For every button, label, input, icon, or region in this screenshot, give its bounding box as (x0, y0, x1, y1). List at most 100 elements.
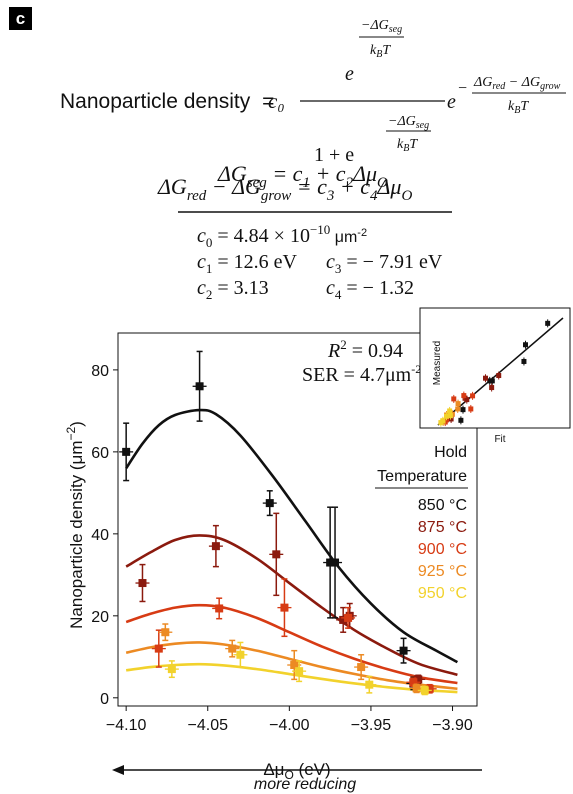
inset-point (523, 342, 528, 348)
data-point (414, 675, 423, 684)
x-tick-label: −3.90 (432, 717, 473, 734)
inset-point (451, 396, 457, 402)
x-tick-label: −4.10 (106, 717, 147, 734)
data-point (290, 661, 299, 670)
data-point (154, 644, 163, 653)
legend: Hold Temperature 850 °C 875 °C 900 °C 925 °… (375, 444, 468, 602)
data-point (339, 615, 348, 624)
equation-lhs: Nanoparticle density (60, 90, 251, 113)
data-point (161, 628, 170, 637)
inset-point (521, 358, 527, 364)
inset-point (487, 378, 493, 384)
x-axis: −4.10 −4.05 −4.00 −3.95 −3.90 (106, 706, 473, 734)
const-c4: c4 = − 1.32 (326, 277, 414, 300)
fit-curve-3 (125, 641, 458, 691)
y-tick-label: 60 (91, 445, 109, 462)
const-c2: c2 = 3.13 (197, 277, 269, 300)
x-tick-label: −3.95 (351, 717, 392, 734)
inset-point (438, 420, 444, 426)
data-point (228, 644, 237, 653)
svg-text:kBT: kBT (508, 99, 529, 116)
legend-item: 925 °C (418, 563, 467, 580)
inset-point (489, 378, 495, 384)
data-point (295, 667, 304, 676)
inset-point (496, 373, 502, 379)
inset-point (447, 413, 453, 419)
panel-label: c (9, 7, 32, 30)
legend-item: 900 °C (418, 541, 467, 558)
inset-point (455, 406, 461, 412)
data-point (331, 558, 340, 567)
r2-annotation: R2 = 0.94 (327, 337, 403, 362)
data-point (265, 499, 274, 508)
legend-item: 850 °C (418, 497, 467, 514)
inset-point (489, 385, 495, 391)
reducing-arrow (112, 765, 482, 775)
inset-point (483, 375, 488, 381)
arrow-label: more reducing (253, 776, 357, 793)
y-tick-label: 0 (100, 691, 109, 708)
inset-point (468, 406, 474, 412)
fit-curve-2 (125, 603, 458, 685)
data-point (215, 604, 224, 613)
plot-frame (117, 332, 478, 707)
data-point (122, 447, 131, 456)
numerator-e: e (345, 63, 354, 85)
inset-point (444, 413, 449, 419)
svg-text:Nanoparticle density =: Nanoparticle density = (60, 90, 274, 113)
data-point (344, 613, 353, 622)
y-tick-label: 80 (91, 363, 109, 380)
y-axis-label: Nanoparticle density (μm−2) (64, 421, 86, 629)
svg-text:kBT: kBT (397, 137, 418, 154)
inset-point (545, 320, 551, 326)
legend-item: 875 °C (418, 519, 467, 536)
data-point (420, 686, 429, 695)
eq-red-grow: ΔGred − ΔGgrow = c3 + c4ΔμO (157, 174, 412, 204)
inset-point (455, 401, 461, 407)
legend-title-1: Hold (434, 444, 467, 461)
svg-text:−ΔGseg: −ΔGseg (388, 114, 429, 131)
density-chart: 0 20 40 60 80 −4.10 −4.05 −4.00 −3.95 −3.90 Nano… (64, 307, 571, 782)
inset-point (448, 416, 454, 422)
inset-plot: Measured Fit (419, 307, 571, 445)
svg-text:e: e (447, 91, 456, 113)
inset-x-label: Fit (494, 434, 505, 445)
data-point (280, 603, 289, 612)
y-axis: 0 20 40 60 80 (91, 363, 118, 708)
const-c0: c0 = 4.84 × 10−10 μm-2 (197, 222, 367, 250)
denominator: 1 + e (314, 144, 354, 166)
inset-point (462, 395, 468, 401)
svg-text:ΔGred − ΔGgrow: ΔGred − ΔGgrow (473, 75, 561, 92)
data-point (211, 542, 220, 551)
y-tick-label: 20 (91, 609, 109, 626)
inset-point (447, 408, 453, 414)
c0-symbol: c₀ (268, 89, 285, 113)
ser-annotation: SER = 4.7μm-2 (302, 362, 421, 386)
inset-point (470, 393, 476, 399)
y-tick-label: 40 (91, 527, 109, 544)
inset-point (460, 407, 466, 413)
data-point (236, 650, 245, 659)
data-point (357, 663, 366, 672)
x-tick-label: −4.00 (269, 717, 310, 734)
data-points (119, 350, 437, 696)
svg-text:−: − (458, 80, 467, 97)
svg-text:−ΔGseg: −ΔGseg (361, 18, 402, 35)
const-c1: c1 = 12.6 eV (197, 251, 298, 276)
fit-curves (125, 408, 459, 694)
x-tick-label: −4.05 (188, 717, 229, 734)
data-point (425, 684, 434, 693)
data-point (167, 665, 176, 674)
equations-block: Nanoparticle density = c₀ e −ΔGseg kBT 1… (60, 18, 566, 300)
data-point (409, 678, 418, 687)
svg-text:kBT: kBT (370, 43, 391, 60)
data-point (399, 646, 408, 655)
const-c3: c3 = − 7.91 eV (326, 251, 443, 276)
data-point (138, 579, 147, 588)
inset-point (461, 393, 467, 399)
fit-curve-0 (125, 408, 459, 664)
data-point (272, 550, 281, 559)
fit-curve-1 (125, 534, 458, 677)
inset-y-label: Measured (432, 341, 443, 385)
data-point (412, 684, 421, 693)
